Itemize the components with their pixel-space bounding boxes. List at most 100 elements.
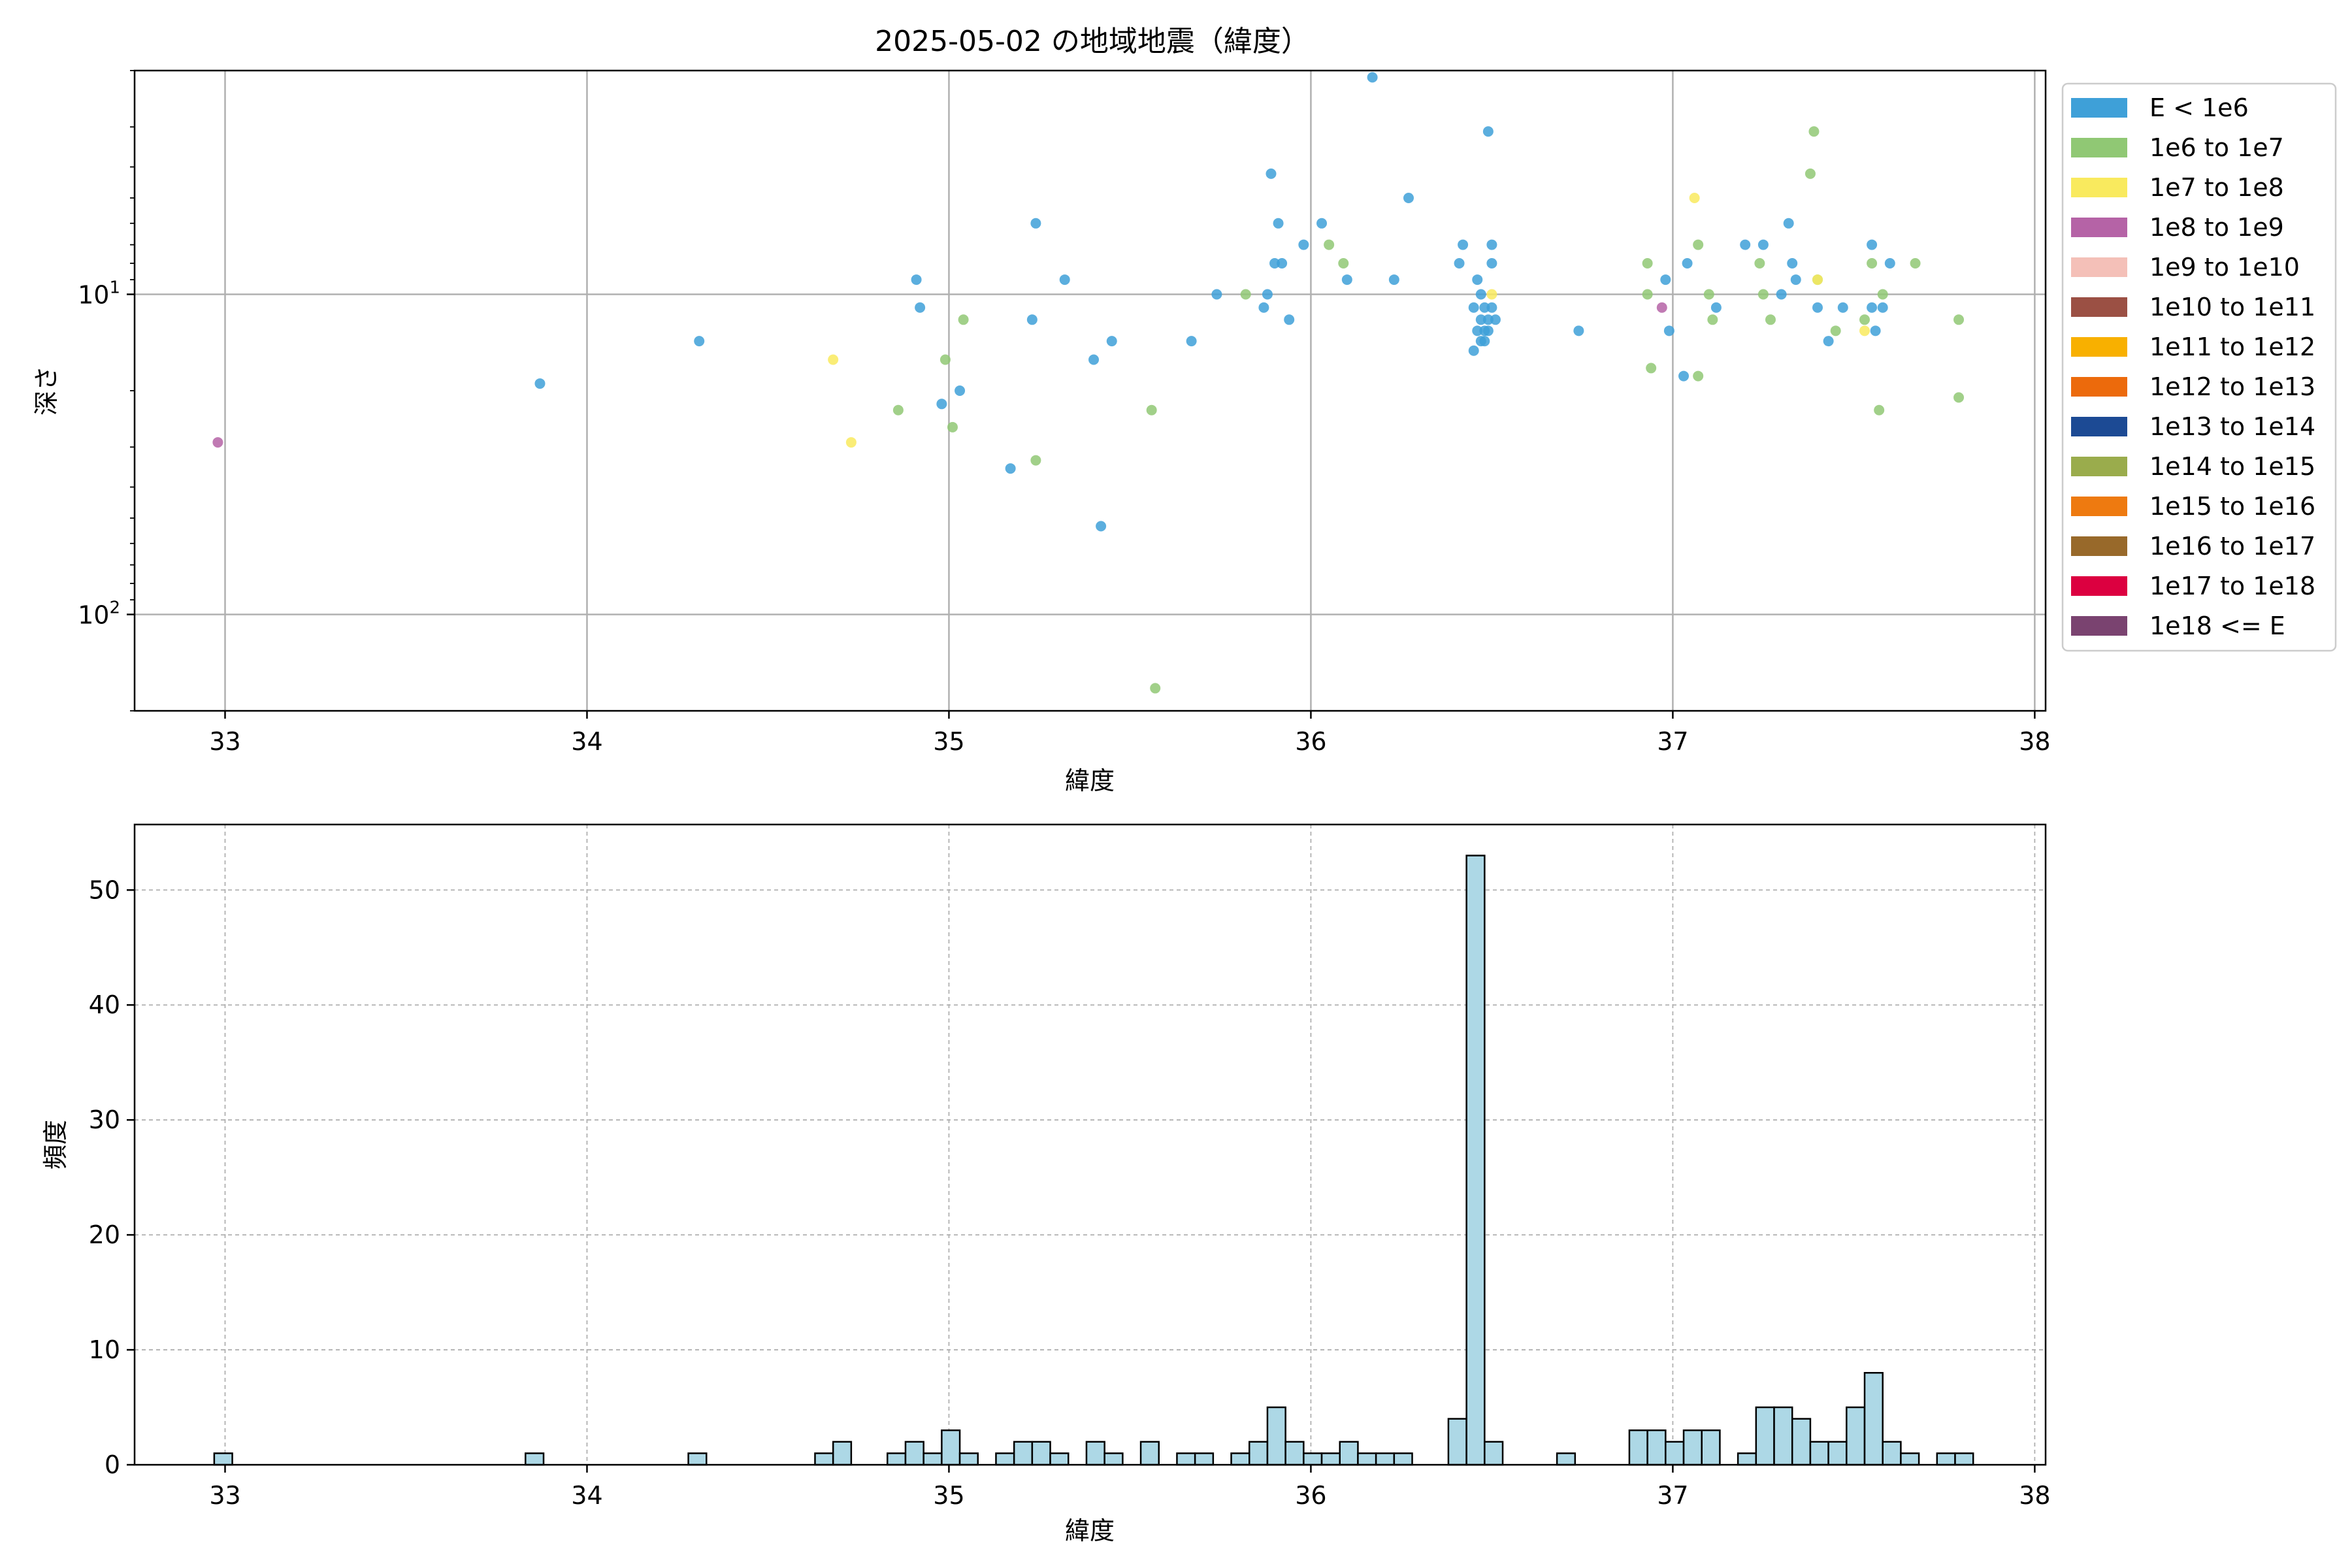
energy-legend: E < 1e6 1e6 to 1e7 1e7 to 1e8 1e8 to 1e9 1e9…: [2061, 82, 2337, 652]
legend-label: 1e12 to 1e13: [2149, 372, 2315, 401]
scatter-point: [1486, 289, 1497, 300]
legend-label: 1e14 to 1e15: [2149, 452, 2315, 481]
histogram-bar: [941, 1429, 961, 1466]
scatter-x-tick-label: 37: [1657, 727, 1688, 756]
histogram-bar: [923, 1452, 943, 1466]
legend-swatch: [2071, 457, 2127, 476]
histogram-bar: [687, 1452, 708, 1466]
scatter-point: [1823, 336, 1834, 347]
histogram-bar: [1013, 1441, 1034, 1466]
scatter-point: [1703, 289, 1714, 300]
scatter-point: [1877, 302, 1888, 313]
legend-label: 1e10 to 1e11: [2149, 293, 2315, 321]
scatter-point: [1096, 521, 1107, 532]
scatter-point: [1454, 258, 1465, 269]
scatter-point: [1403, 192, 1414, 203]
scatter-point: [1240, 289, 1251, 300]
scatter-point: [828, 354, 839, 365]
scatter-point: [1642, 258, 1653, 269]
scatter-point: [911, 274, 922, 286]
histogram-bar: [1791, 1418, 1812, 1466]
figure-title: 2025-05-02 の地域地震（緯度）: [875, 25, 1310, 58]
legend-label: 1e9 to 1e10: [2149, 253, 2300, 282]
histogram-x-tick-label: 33: [209, 1481, 240, 1510]
histogram-bar: [1936, 1452, 1956, 1466]
scatter-point: [1472, 274, 1483, 286]
scatter-point: [1867, 302, 1878, 313]
histogram-bar: [525, 1452, 545, 1466]
scatter-panel: 33 34 35 36 37 38 101 102 緯度 深さ: [32, 69, 2051, 795]
scatter-point: [1867, 239, 1878, 250]
scatter-x-tick-label: 35: [933, 727, 964, 756]
histogram-bar: [1194, 1452, 1215, 1466]
histogram-x-tick-label: 37: [1657, 1481, 1688, 1510]
scatter-point: [1298, 239, 1309, 250]
histogram-bar: [1284, 1441, 1305, 1466]
legend-swatch: [2071, 297, 2127, 317]
scatter-y-tick-label: 102: [78, 598, 120, 629]
scatter-point: [1837, 302, 1848, 313]
legend-label: 1e18 <= E: [2149, 612, 2285, 640]
scatter-point: [694, 336, 705, 347]
histogram-bar: [995, 1452, 1015, 1466]
histogram-x-ticks: 33 34 35 36 37 38: [209, 1465, 2051, 1510]
scatter-gridlines: [135, 71, 2046, 711]
scatter-points: [212, 72, 1965, 694]
legend-swatch: [2071, 576, 2127, 596]
scatter-point: [1910, 258, 1921, 269]
scatter-x-tick-label: 36: [1295, 727, 1326, 756]
scatter-point: [1874, 404, 1885, 416]
histogram-bar: [1085, 1441, 1105, 1466]
scatter-point: [1211, 289, 1222, 300]
scatter-point: [1341, 274, 1352, 286]
scatter-point: [1877, 289, 1888, 300]
legend-swatch: [2071, 257, 2127, 277]
scatter-point: [1458, 239, 1469, 250]
histogram-bar: [213, 1452, 233, 1466]
scatter-y-tick-label: 101: [78, 278, 120, 309]
histogram-bar: [1357, 1452, 1377, 1466]
histogram-bar: [1827, 1441, 1848, 1466]
scatter-point: [1269, 258, 1281, 269]
histogram-gridlines: [135, 825, 2046, 1465]
scatter-point: [936, 399, 947, 410]
scatter-point: [1059, 274, 1070, 286]
scatter-point: [1642, 289, 1653, 300]
legend-swatch: [2071, 98, 2127, 118]
scatter-point: [1186, 336, 1197, 347]
histogram-x-axis-label: 緯度: [1065, 1516, 1115, 1545]
scatter-point: [1757, 289, 1769, 300]
scatter-point: [1468, 345, 1479, 356]
scatter-point: [958, 314, 969, 325]
legend-swatch: [2071, 178, 2127, 197]
scatter-point: [1367, 72, 1378, 83]
scatter-point: [1338, 258, 1349, 269]
histogram-bar: [1049, 1452, 1070, 1466]
histogram-bar: [1320, 1452, 1341, 1466]
scatter-point: [1710, 302, 1722, 313]
histogram-bar: [1755, 1406, 1775, 1466]
legend-swatch: [2071, 138, 2127, 157]
histogram-bar: [814, 1452, 834, 1466]
legend-swatch: [2071, 497, 2127, 516]
scatter-point: [1790, 274, 1801, 286]
scatter-point: [1805, 168, 1816, 179]
scatter-point: [1026, 314, 1037, 325]
scatter-x-axis-label: 緯度: [1065, 766, 1115, 795]
histogram-bar: [1646, 1429, 1667, 1466]
scatter-x-tick-label: 33: [209, 727, 240, 756]
histogram-bar: [1230, 1452, 1250, 1466]
legend-label: 1e6 to 1e7: [2149, 133, 2284, 162]
histogram-y-tick-label: 50: [89, 875, 120, 904]
legend-label: E < 1e6: [2149, 93, 2249, 122]
histogram-y-axis-label: 頻度: [41, 1120, 70, 1169]
scatter-point: [1482, 314, 1494, 325]
histogram-x-tick-label: 38: [2019, 1481, 2050, 1510]
legend-swatch: [2071, 218, 2127, 237]
scatter-point: [1808, 126, 1820, 137]
scatter-point: [1707, 314, 1718, 325]
scatter-point: [1656, 302, 1667, 313]
legend-swatch: [2071, 616, 2127, 636]
scatter-point: [1316, 218, 1328, 229]
scatter-y-axis-label: 深さ: [32, 366, 61, 416]
